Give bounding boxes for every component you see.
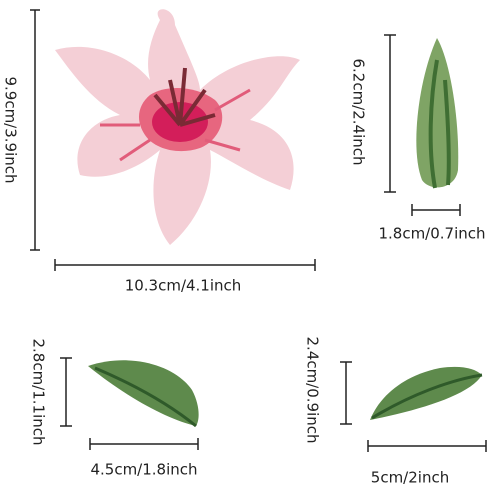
width-label: 10.3cm/4.1inch [125, 277, 242, 295]
leaf-illustration [88, 360, 199, 428]
lily-illustration [55, 9, 300, 246]
width-label: 4.5cm/1.8inch [90, 461, 197, 479]
bud-illustration [416, 38, 459, 189]
height-label: 2.8cm/1.1inch [30, 338, 48, 445]
height-label: 2.4cm/0.9inch [304, 336, 322, 443]
width-label: 1.8cm/0.7inch [378, 225, 485, 243]
height-label: 9.9cm/3.9inch [2, 76, 20, 183]
height-label: 6.2cm/2.4inch [350, 58, 368, 165]
width-label: 5cm/2inch [371, 469, 449, 487]
leaf-illustration [370, 366, 483, 420]
